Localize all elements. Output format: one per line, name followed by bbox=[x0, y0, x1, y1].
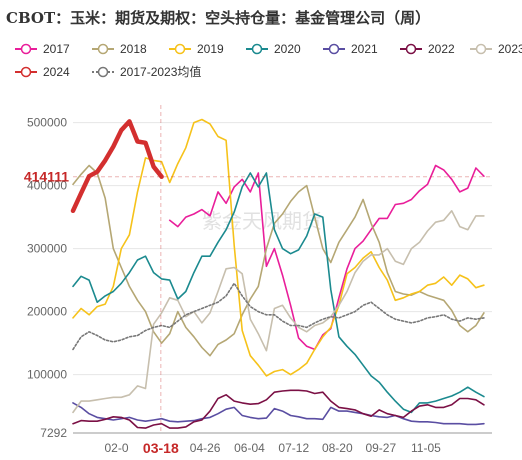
x-tick-label: 07-12 bbox=[278, 441, 309, 455]
legend-item-2018[interactable]: 2018 bbox=[92, 42, 147, 56]
legend-label: 2017-2023均值 bbox=[120, 64, 201, 79]
highlight-markers: 414111 03-18 bbox=[24, 105, 492, 456]
legend-swatch-marker bbox=[405, 43, 417, 55]
series-line-2023 bbox=[72, 210, 485, 414]
y-tick-label: 500000 bbox=[27, 116, 67, 130]
y-tick-label: 300000 bbox=[27, 242, 67, 256]
highlight-x-label: 03-18 bbox=[143, 440, 179, 456]
series-line-2024 bbox=[70, 119, 164, 214]
series-line-2021 bbox=[72, 402, 485, 426]
x-tick-label: 06-04 bbox=[234, 441, 265, 455]
legend-swatch-marker bbox=[20, 66, 32, 78]
legend-label: 2018 bbox=[120, 42, 147, 56]
legend-label: 2017 bbox=[43, 42, 70, 56]
x-tick-label: 02-0 bbox=[104, 441, 128, 455]
legend-label: 2021 bbox=[351, 42, 378, 56]
legend-swatch-marker bbox=[475, 43, 487, 55]
legend-swatch-marker bbox=[20, 43, 32, 55]
legend-item-2023[interactable]: 2023 bbox=[470, 42, 522, 56]
series-lines bbox=[70, 118, 485, 429]
legend-swatch-marker bbox=[97, 66, 109, 78]
highlight-y-label: 414111 bbox=[24, 169, 69, 185]
y-tick-label: 100000 bbox=[27, 368, 67, 382]
axes: 500000 400000 300000 200000 100000 7292 02-0 04… bbox=[27, 116, 492, 455]
y-tick-label: 200000 bbox=[27, 305, 67, 319]
y-tick-label: 400000 bbox=[27, 179, 67, 193]
legend-item-2017[interactable]: 2017 bbox=[15, 42, 70, 56]
legend-swatch-marker bbox=[251, 43, 263, 55]
legend-item-2017-2023均值[interactable]: 2017-2023均值 bbox=[92, 64, 201, 79]
x-tick-label: 09-27 bbox=[365, 441, 396, 455]
legend-item-2022[interactable]: 2022 bbox=[400, 42, 455, 56]
legend-item-2019[interactable]: 2019 bbox=[169, 42, 224, 56]
legend-item-2024[interactable]: 2024 bbox=[15, 65, 70, 79]
legend-label: 2019 bbox=[197, 42, 224, 56]
legend-swatch-marker bbox=[174, 43, 186, 55]
legend-label: 2022 bbox=[428, 42, 455, 56]
legend[interactable]: 2017 2018 2019 2020 2021 2022 2023 2024 2017-202… bbox=[15, 42, 522, 79]
x-tick-label: 08-20 bbox=[322, 441, 353, 455]
x-tick-label: 04-26 bbox=[190, 441, 221, 455]
series-line-2019 bbox=[72, 118, 485, 377]
chart-title: CBOT：玉米：期货及期权：空头持仓量：基金管理公司（周） bbox=[6, 9, 431, 27]
legend-swatch-marker bbox=[97, 43, 109, 55]
legend-label: 2020 bbox=[274, 42, 301, 56]
legend-label: 2024 bbox=[43, 65, 70, 79]
legend-label: 2023 bbox=[498, 42, 522, 56]
legend-item-2020[interactable]: 2020 bbox=[246, 42, 301, 56]
series-line-2017-2023均值 bbox=[72, 282, 485, 351]
y-tick-label: 7292 bbox=[40, 426, 67, 440]
series-line-2022 bbox=[72, 389, 485, 429]
x-tick-label: 11-05 bbox=[411, 441, 441, 455]
series-line-2020 bbox=[72, 172, 485, 414]
legend-swatch-marker bbox=[328, 43, 340, 55]
legend-item-2021[interactable]: 2021 bbox=[323, 42, 378, 56]
